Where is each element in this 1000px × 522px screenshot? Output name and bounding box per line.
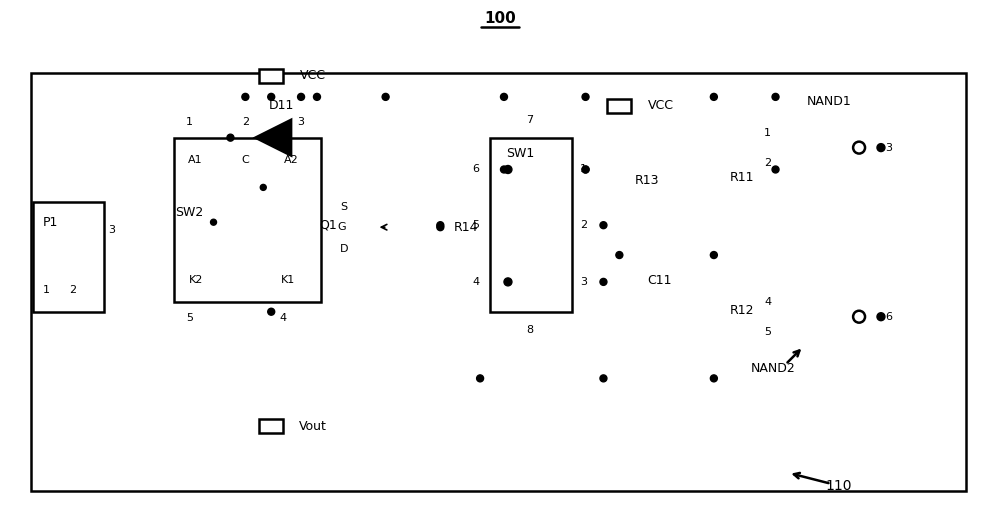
Text: K1: K1 [281,275,295,285]
Text: 4: 4 [280,313,287,323]
Circle shape [268,309,275,315]
Text: G: G [338,222,346,232]
Text: C11: C11 [647,275,671,288]
Text: 110: 110 [825,479,851,493]
Text: 8: 8 [526,325,533,335]
Circle shape [600,278,607,286]
Circle shape [437,224,444,231]
Text: A2: A2 [284,155,298,164]
Circle shape [504,165,512,173]
Text: C: C [241,155,249,164]
Text: 1: 1 [43,285,50,295]
Text: 3: 3 [885,143,892,152]
Bar [607,99,631,113]
Text: D11: D11 [268,99,294,112]
Text: P1: P1 [43,216,58,229]
Text: K2: K2 [188,275,203,285]
Text: NAND1: NAND1 [807,96,852,109]
Circle shape [877,313,885,321]
Circle shape [772,93,779,100]
Circle shape [298,93,305,100]
Text: VCC: VCC [300,69,326,82]
Text: 7: 7 [526,115,533,125]
Text: 4: 4 [764,297,771,307]
Circle shape [268,93,275,100]
Circle shape [500,93,507,100]
Circle shape [772,166,779,173]
Text: Q1: Q1 [319,219,337,232]
Circle shape [582,93,589,100]
Bar [259,419,283,433]
Circle shape [504,278,512,286]
Circle shape [260,184,266,191]
Circle shape [853,141,865,153]
Text: 6: 6 [473,164,480,174]
Circle shape [600,222,607,229]
Text: 3: 3 [580,277,587,287]
Text: 100: 100 [484,11,516,26]
Text: 2: 2 [764,158,771,168]
Text: A1: A1 [188,155,203,164]
Circle shape [877,144,885,151]
Circle shape [500,166,507,173]
Text: 2: 2 [580,220,587,230]
Text: 1: 1 [186,117,193,127]
Text: 3: 3 [109,225,116,235]
Bar [31,73,966,491]
Bar [259,69,283,83]
Text: SW2: SW2 [176,206,204,219]
Circle shape [853,311,865,323]
Circle shape [382,93,389,100]
Text: S: S [340,203,347,212]
Bar [174,138,321,302]
Circle shape [582,166,589,173]
Text: R12: R12 [729,304,754,317]
Circle shape [582,166,589,173]
Circle shape [242,93,249,100]
Text: NAND2: NAND2 [751,362,796,375]
Circle shape [616,252,623,258]
Text: 2: 2 [242,117,249,127]
Circle shape [600,375,607,382]
Text: 2: 2 [69,285,76,295]
Text: D: D [340,244,348,254]
Text: 3: 3 [298,117,305,127]
Circle shape [313,93,320,100]
Polygon shape [255,120,291,156]
Circle shape [710,93,717,100]
Circle shape [710,375,717,382]
Text: VCC: VCC [648,99,674,112]
Circle shape [211,219,217,225]
Text: 4: 4 [473,277,480,287]
Circle shape [437,222,444,229]
Bar [33,203,104,312]
Text: 5: 5 [473,220,480,230]
Bar [490,138,572,312]
Text: R11: R11 [729,171,754,184]
Text: R14: R14 [454,221,478,234]
Text: 1: 1 [580,164,587,174]
Text: 5: 5 [186,313,193,323]
Text: 6: 6 [885,312,892,322]
Circle shape [227,134,234,141]
Bar [525,98,953,466]
Text: 1: 1 [764,128,771,138]
Circle shape [477,375,484,382]
Text: SW1: SW1 [506,147,534,160]
Text: Vout: Vout [299,420,327,433]
Text: R13: R13 [635,174,659,187]
Text: 5: 5 [764,327,771,337]
Circle shape [710,252,717,258]
